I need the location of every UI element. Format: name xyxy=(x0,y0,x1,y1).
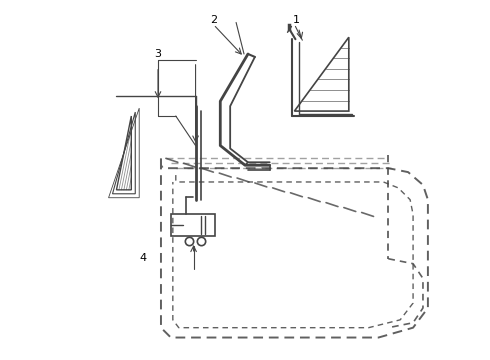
Text: 4: 4 xyxy=(140,253,147,263)
Text: 2: 2 xyxy=(210,15,217,25)
Text: 1: 1 xyxy=(293,15,299,25)
Text: 3: 3 xyxy=(154,49,161,59)
